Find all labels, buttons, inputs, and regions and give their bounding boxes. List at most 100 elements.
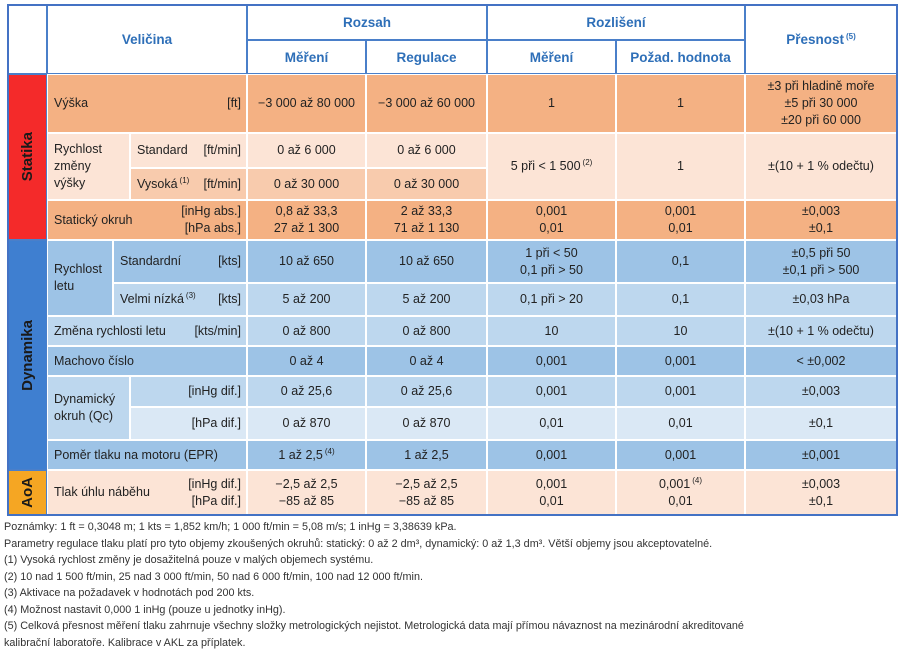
value-cell: 0 až 30 000: [366, 168, 487, 200]
value-cell: 0,001: [616, 440, 745, 470]
value-line: 10: [674, 323, 688, 340]
value: 0,001: [535, 447, 568, 462]
value-block: 0,001 0,01: [536, 203, 567, 237]
value-block: 2 až 33,3 71 až 1 130: [394, 203, 459, 237]
group-label: AoA: [19, 477, 36, 508]
value-cell: 0,001: [616, 346, 745, 376]
note: Parametry regulace tlaku platí pro tyto …: [4, 537, 713, 550]
header-line: Měření: [285, 49, 329, 66]
value-line: 71 až 1 130: [394, 220, 459, 237]
note: Poznámky: 1 ft = 0,3048 m; 1 kts = 1,852…: [4, 521, 457, 533]
row-label-block: Výška: [54, 95, 88, 112]
value-line: ±0,1: [802, 220, 840, 237]
row-label-block: Tlak úhlu náběhu: [54, 484, 150, 501]
value-cell: 0,001 0,01: [616, 200, 745, 240]
value-line: 0,1 při > 50: [520, 262, 583, 279]
value-line: ±3 při hladině moře: [768, 78, 875, 95]
value-line: 1: [548, 95, 555, 112]
value-line: 0 až 6 000: [277, 142, 335, 159]
value: 0,1 při > 50: [520, 262, 583, 277]
value-line: 0 až 4: [409, 353, 443, 370]
value-cell: 10 až 650: [247, 240, 366, 283]
label-cell: Statický okruh [inHg abs.] [hPa abs.]: [47, 200, 247, 240]
value-line: 1 při < 50: [520, 245, 583, 262]
row-label: okruh (Qc): [54, 409, 114, 423]
header-cell: Požad. hodnota: [616, 40, 745, 74]
value-block: 0,8 až 33,3 27 až 1 300: [274, 203, 339, 237]
header-block: Měření: [530, 49, 574, 66]
value-line: 2 až 33,3: [394, 203, 459, 220]
value-cell: 5 až 200: [247, 283, 366, 316]
row-unit-line: [inHg dif.]: [188, 476, 241, 493]
value-cell: ±3 při hladině moře ±5 při 30 000 ±20 při …: [745, 74, 897, 133]
value-block: 1 při < 50 0,1 při > 50: [520, 245, 583, 279]
value-cell: −2,5 až 2,5 −85 až 85: [366, 470, 487, 515]
note: (1) Vysoká rychlost změny je dosažitelná…: [4, 554, 374, 566]
value-line: 0 až 800: [403, 323, 451, 340]
value-cell: 0,001: [616, 376, 745, 407]
value: 0,001: [658, 476, 691, 491]
row-label-block: Statický okruh: [54, 212, 133, 229]
label-cell: Poměr tlaku na motoru (EPR): [47, 440, 247, 470]
value: ±0,1 při > 500: [782, 262, 860, 277]
value-block: 0 až 870: [283, 415, 331, 432]
value-line: ±0,001: [802, 447, 840, 464]
label-cell: Standardní [kts]: [113, 240, 247, 283]
value-block: 0 až 6 000: [397, 142, 455, 159]
row-label: Vysoká: [137, 176, 178, 191]
value-cell: 0,1: [616, 283, 745, 316]
header-line: Měření: [530, 49, 574, 66]
row-label-block: Machovo číslo: [54, 353, 134, 370]
row-unit-line: [ft]: [227, 95, 241, 112]
value-block: 0 až 870: [403, 415, 451, 432]
value-line: 0,001: [665, 203, 696, 220]
note: (3) Aktivace na požadavek v hodnotách po…: [4, 587, 255, 599]
value-cell: ±0,003 ±0,1: [745, 470, 897, 515]
row-label-line: Poměr tlaku na motoru (EPR): [54, 447, 218, 464]
value: ±20 při 60 000: [781, 113, 861, 127]
value-cell: 0,1: [616, 240, 745, 283]
value-block: 1 až 2,5: [404, 447, 448, 464]
value: ±0,1: [808, 493, 834, 508]
header-ref: (5): [846, 32, 856, 41]
value-block: 0,01: [668, 415, 692, 432]
note: (2) 10 nad 1 500 ft/min, 25 nad 3 000 ft…: [4, 570, 423, 583]
value-line: 27 až 1 300: [274, 220, 339, 237]
value-cell: 0 až 6 000: [366, 133, 487, 168]
value-block: ±0,1: [809, 415, 833, 432]
value-line: −3 000 až 80 000: [258, 95, 355, 112]
value-block: 0,001: [665, 447, 696, 464]
value-block: 0,1: [672, 291, 689, 308]
value-cell: 0,8 až 33,3 27 až 1 300: [247, 200, 366, 240]
value-line: 0,01: [659, 493, 702, 510]
value-block: −2,5 až 2,5 −85 až 85: [275, 476, 337, 510]
value: 0,001: [535, 476, 568, 491]
value-block: −3 000 až 80 000: [258, 95, 355, 112]
row-label-block: Standardní: [120, 253, 181, 270]
value: 0,1: [671, 292, 690, 306]
value: 1: [548, 96, 555, 110]
label-cell: Machovo číslo: [47, 346, 247, 376]
value: 0,001: [664, 384, 697, 398]
value-line: 5 až 200: [283, 291, 331, 308]
header-line: Veličina: [122, 31, 172, 48]
row-label: Tlak úhlu náběhu: [54, 485, 150, 499]
value-cell: 0 až 870: [247, 407, 366, 440]
row-unit-block: [inHg dif.] [hPa dif.]: [188, 476, 241, 510]
row-label: Dynamický: [54, 392, 116, 406]
row-label: Velmi nízká: [120, 292, 184, 306]
header-block: Rozsah: [343, 14, 391, 31]
value: ±0,003: [801, 384, 841, 398]
label-cell: Změna rychlosti letu [kts/min]: [47, 316, 247, 346]
row-unit-block: [kts/min]: [194, 323, 241, 340]
value: ±5 při 30 000: [784, 96, 858, 110]
header: Přesnost: [786, 32, 844, 47]
header-cell: Veličina: [47, 5, 247, 74]
value-line: 0,001: [665, 447, 696, 464]
value-cell: 0 až 4: [247, 346, 366, 376]
value-cell: 2 až 33,3 71 až 1 130: [366, 200, 487, 240]
value: 0 až 6 000: [397, 143, 456, 157]
row-label-line: Statický okruh: [54, 212, 133, 229]
value: 0,001: [664, 447, 697, 462]
value-block: 0 až 800: [283, 323, 331, 340]
